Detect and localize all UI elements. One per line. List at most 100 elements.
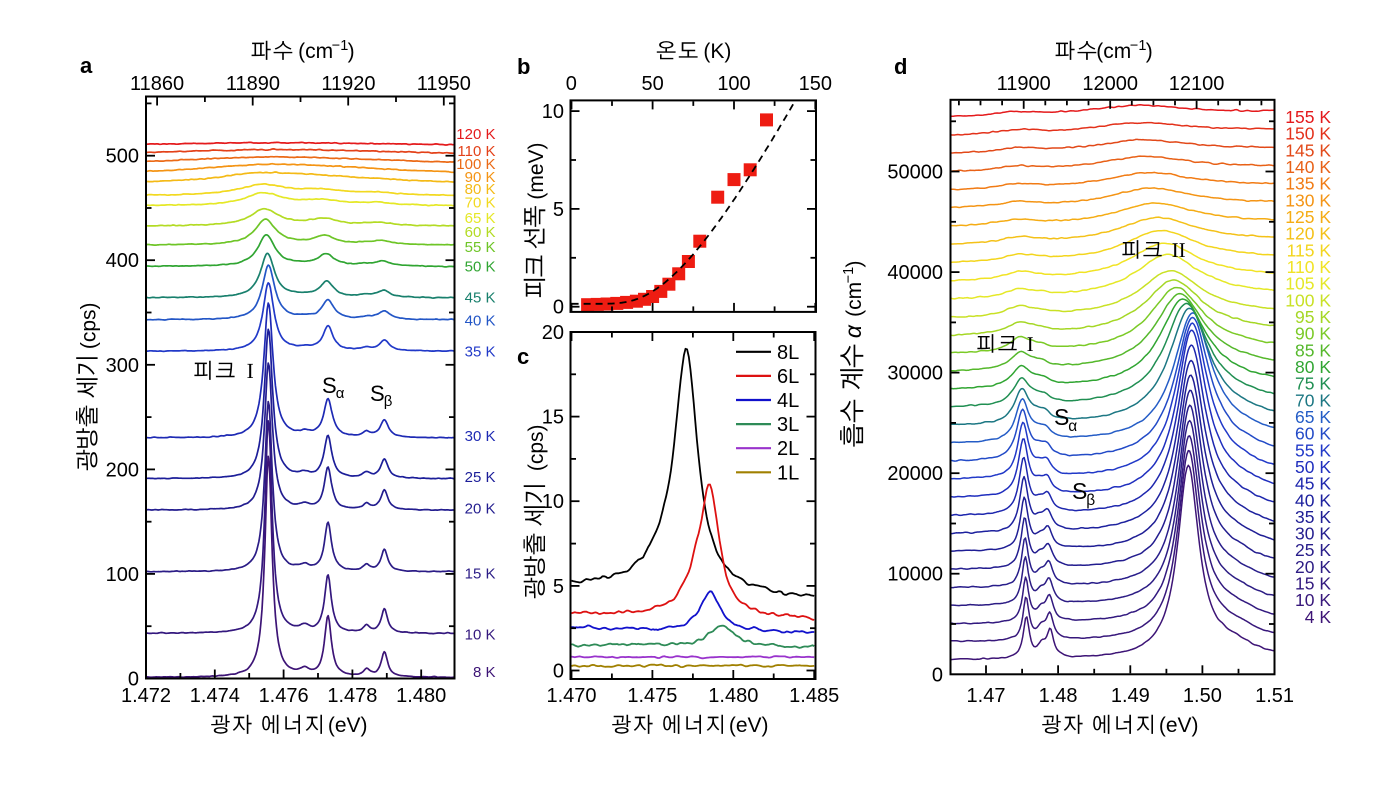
svg-text:1.472: 1.472	[121, 685, 171, 707]
svg-text:75 K: 75 K	[1295, 374, 1331, 394]
svg-text:1.50: 1.50	[1183, 685, 1222, 707]
svg-text:150: 150	[799, 73, 832, 95]
svg-text:c: c	[517, 344, 529, 369]
svg-text:140 K: 140 K	[1285, 157, 1331, 177]
svg-text:125 K: 125 K	[1285, 207, 1331, 227]
svg-text:(cm: (cm	[292, 40, 333, 63]
svg-text:(eV): (eV)	[723, 714, 769, 737]
svg-text:8 K: 8 K	[473, 664, 496, 681]
svg-text:5: 5	[553, 576, 564, 598]
svg-text:(meV): (meV)	[525, 143, 548, 206]
svg-text:15 K: 15 K	[465, 566, 496, 583]
svg-text:100 K: 100 K	[456, 156, 495, 173]
svg-text:10 K: 10 K	[1295, 590, 1331, 610]
svg-text:20000: 20000	[887, 463, 943, 485]
svg-text:1.474: 1.474	[190, 685, 240, 707]
svg-text:−1: −1	[332, 38, 349, 54]
svg-text:β: β	[1086, 492, 1095, 509]
svg-text:S: S	[1054, 404, 1069, 430]
svg-text:30000: 30000	[887, 363, 943, 385]
svg-text:150 K: 150 K	[1285, 124, 1331, 144]
svg-text:60 K: 60 K	[1295, 424, 1331, 444]
svg-text:200: 200	[106, 459, 139, 481]
svg-text:10 K: 10 K	[465, 627, 496, 644]
svg-text:100: 100	[106, 564, 139, 586]
svg-text:S: S	[1072, 478, 1087, 504]
svg-text:1.480: 1.480	[708, 685, 758, 707]
svg-text:0: 0	[553, 661, 564, 683]
svg-text:): )	[843, 261, 866, 268]
svg-text:50000: 50000	[887, 162, 943, 184]
svg-text:1.476: 1.476	[259, 685, 309, 707]
svg-text:4L: 4L	[777, 390, 799, 412]
svg-text:11950: 11950	[417, 73, 471, 95]
svg-text:100: 100	[717, 73, 750, 95]
svg-text:105 K: 105 K	[1285, 274, 1331, 294]
svg-text:50: 50	[641, 73, 663, 95]
svg-text:8L: 8L	[777, 342, 799, 364]
svg-text:1.49: 1.49	[1111, 685, 1150, 707]
svg-text:0: 0	[566, 73, 577, 95]
svg-text:70 K: 70 K	[1295, 390, 1331, 410]
svg-text:95 K: 95 K	[1295, 307, 1331, 327]
svg-text:10: 10	[542, 491, 564, 513]
svg-text:55 K: 55 K	[1295, 440, 1331, 460]
svg-text:40 K: 40 K	[465, 313, 496, 330]
svg-text:80 K: 80 K	[1295, 357, 1331, 377]
svg-text:α: α	[840, 324, 866, 338]
svg-text:45 K: 45 K	[1295, 474, 1331, 494]
svg-text:1.478: 1.478	[327, 685, 377, 707]
svg-text:−1: −1	[1130, 38, 1147, 54]
svg-text:110 K: 110 K	[457, 143, 495, 160]
svg-text:120 K: 120 K	[1285, 224, 1331, 244]
svg-text:15 K: 15 K	[1295, 574, 1331, 594]
svg-text:6L: 6L	[777, 366, 799, 388]
svg-text:11920: 11920	[321, 73, 375, 95]
svg-text:11900: 11900	[997, 73, 1051, 95]
svg-text:130 K: 130 K	[1285, 190, 1331, 210]
svg-text:80 K: 80 K	[465, 181, 496, 198]
svg-text:145 K: 145 K	[1285, 140, 1331, 160]
svg-text:1.48: 1.48	[1039, 685, 1078, 707]
svg-text:0: 0	[128, 669, 139, 691]
svg-text:d: d	[894, 54, 907, 79]
svg-text:1.475: 1.475	[627, 685, 677, 707]
svg-text:α: α	[336, 385, 345, 402]
svg-text:55 K: 55 K	[465, 239, 496, 256]
svg-text:85 K: 85 K	[1295, 340, 1331, 360]
svg-text:1.480: 1.480	[396, 685, 446, 707]
svg-text:45 K: 45 K	[465, 290, 496, 307]
svg-text:400: 400	[106, 250, 139, 272]
svg-text:11860: 11860	[130, 73, 184, 95]
svg-text:50 K: 50 K	[1295, 457, 1331, 477]
svg-text:20 K: 20 K	[1295, 557, 1331, 577]
svg-text:4 K: 4 K	[1305, 607, 1332, 627]
svg-text:500: 500	[106, 146, 139, 168]
svg-text:(eV): (eV)	[1153, 714, 1199, 737]
svg-text:a: a	[80, 53, 93, 78]
svg-text:(cm: (cm	[843, 282, 866, 317]
svg-text:12000: 12000	[1082, 73, 1138, 95]
svg-text:(cps): (cps)	[78, 303, 101, 356]
svg-text:(eV): (eV)	[322, 714, 368, 737]
svg-text:β: β	[384, 393, 393, 410]
svg-text:15: 15	[542, 407, 564, 429]
svg-text:10: 10	[542, 101, 564, 123]
svg-text:1.485: 1.485	[789, 685, 839, 707]
svg-text:11890: 11890	[226, 73, 280, 95]
svg-text:1L: 1L	[777, 462, 799, 484]
svg-text:135 K: 135 K	[1285, 174, 1331, 194]
svg-text:20 K: 20 K	[465, 501, 496, 518]
svg-text:S: S	[370, 381, 385, 406]
svg-text:−1: −1	[841, 267, 857, 284]
svg-text:): )	[348, 40, 355, 63]
svg-text:1.47: 1.47	[967, 685, 1006, 707]
svg-text:65 K: 65 K	[1295, 407, 1331, 427]
svg-text:70 K: 70 K	[465, 194, 496, 211]
svg-text:(K): (K)	[698, 40, 732, 63]
svg-text:α: α	[1068, 418, 1077, 435]
svg-text:40 K: 40 K	[1295, 490, 1331, 510]
svg-text:115 K: 115 K	[1287, 240, 1332, 260]
svg-text:90 K: 90 K	[1295, 324, 1331, 344]
svg-text:b: b	[517, 54, 530, 79]
